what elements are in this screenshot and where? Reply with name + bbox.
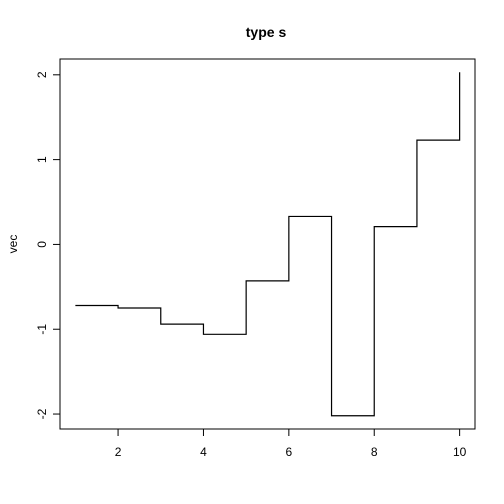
y-tick-label: 0 xyxy=(35,241,49,248)
y-axis-label: vec xyxy=(6,235,20,254)
y-tick-label: 1 xyxy=(35,156,49,163)
chart-title: type s xyxy=(246,24,287,40)
x-axis: 2 4 6 8 10 xyxy=(115,428,467,459)
y-tick-label: -1 xyxy=(35,324,49,335)
x-tick-label: 10 xyxy=(453,445,467,459)
x-tick-label: 4 xyxy=(200,445,207,459)
x-tick-label: 8 xyxy=(371,445,378,459)
y-axis: -2 -1 0 1 2 xyxy=(35,71,61,419)
step-line xyxy=(75,72,461,417)
y-tick-label: 2 xyxy=(35,71,49,78)
y-tick-label: -2 xyxy=(35,408,49,419)
series-vec xyxy=(75,72,461,417)
x-tick-label: 2 xyxy=(115,445,122,459)
plot-frame xyxy=(59,58,476,430)
x-tick-label: 6 xyxy=(286,445,293,459)
